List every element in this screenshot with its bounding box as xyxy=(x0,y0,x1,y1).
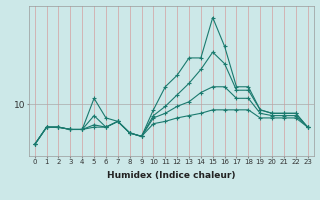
X-axis label: Humidex (Indice chaleur): Humidex (Indice chaleur) xyxy=(107,171,236,180)
